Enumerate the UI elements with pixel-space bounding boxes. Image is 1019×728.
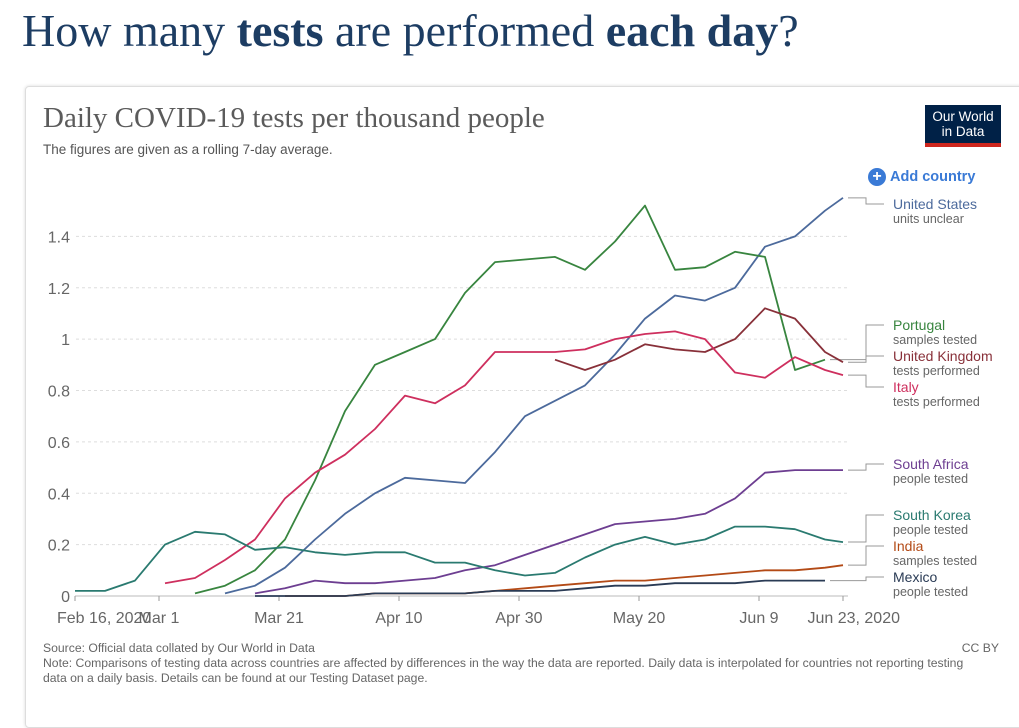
- headline-part: each day: [605, 5, 779, 56]
- label-connector: [830, 576, 884, 582]
- y-tick-label: 0.4: [48, 486, 70, 503]
- series-line: [254, 469, 843, 595]
- label-connector: [848, 355, 884, 363]
- plus-icon: +: [868, 168, 886, 186]
- note: Note: Comparisons of testing data across…: [43, 656, 964, 685]
- label-connector: [848, 374, 884, 388]
- series-note: tests performed: [893, 395, 980, 409]
- headline: How many tests are performed each day?: [22, 4, 799, 57]
- series-label: Portugal: [893, 317, 945, 333]
- label-connector: [848, 545, 884, 566]
- series-line: [75, 525, 844, 592]
- headline-part: tests: [236, 5, 324, 56]
- series-note: tests performed: [893, 364, 980, 378]
- page: {"headline": [{"text": "How many ", "bol…: [22, 4, 1019, 728]
- x-tick-label: Feb 16, 2020: [57, 610, 151, 627]
- headline-part: ?: [778, 5, 799, 56]
- headline-part: are performed: [323, 5, 606, 56]
- series-line: [554, 307, 844, 371]
- label-connector: [830, 324, 884, 361]
- y-tick-label: 1.4: [48, 229, 70, 246]
- label-connector: [848, 463, 884, 471]
- y-tick-label: 0: [61, 589, 70, 606]
- series-note: samples tested: [893, 333, 977, 347]
- series-label: South Africa: [893, 456, 969, 472]
- add-country-button[interactable]: + Add country: [868, 168, 975, 186]
- logo-line: Our World: [932, 109, 994, 124]
- series-note: people tested: [893, 472, 968, 486]
- y-tick-label: 0.2: [48, 538, 70, 555]
- chart-subtitle: The figures are given as a rolling 7-day…: [43, 142, 333, 157]
- label-connector: [848, 197, 884, 205]
- series-label: Mexico: [893, 569, 938, 585]
- series-line: [224, 197, 844, 595]
- series-line: [194, 204, 826, 595]
- series-note: samples tested: [893, 554, 977, 568]
- x-tick-label: Mar 21: [254, 610, 304, 627]
- label-connector: [848, 514, 884, 543]
- series-label: India: [893, 538, 924, 554]
- y-tick-label: 1.2: [48, 281, 70, 298]
- x-tick-label: Jun 23, 2020: [807, 610, 900, 627]
- series-note: people tested: [893, 585, 968, 599]
- series-label: United Kingdom: [893, 348, 993, 364]
- series-label: South Korea: [893, 507, 971, 523]
- source: Source: Official data collated by Our Wo…: [43, 641, 315, 655]
- x-tick-label: Mar 1: [139, 610, 180, 627]
- license[interactable]: CC BY: [961, 641, 999, 655]
- y-tick-label: 0.8: [48, 384, 70, 401]
- headline-part: How many: [22, 5, 237, 56]
- series-line: [255, 579, 825, 597]
- x-tick-label: Jun 9: [739, 610, 778, 627]
- chart-title: Daily COVID-19 tests per thousand people: [43, 102, 545, 134]
- logo[interactable]: Our World in Data: [925, 105, 1001, 147]
- x-tick-label: Apr 30: [495, 610, 542, 627]
- series-label: Italy: [893, 379, 919, 395]
- x-tick-label: Apr 10: [375, 610, 422, 627]
- logo-line: in Data: [941, 124, 985, 139]
- series-line: [164, 330, 844, 585]
- x-tick-label: May 20: [613, 610, 666, 627]
- series-note: people tested: [893, 523, 968, 537]
- series-label: United States: [893, 196, 977, 212]
- button-label: Add country: [890, 169, 976, 185]
- y-tick-label: 1: [61, 332, 70, 349]
- series-note: units unclear: [893, 212, 964, 226]
- y-tick-label: 0.6: [48, 435, 70, 452]
